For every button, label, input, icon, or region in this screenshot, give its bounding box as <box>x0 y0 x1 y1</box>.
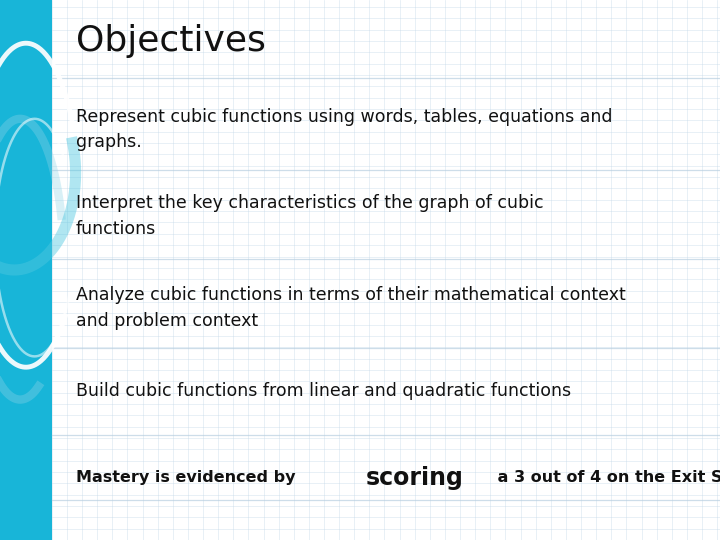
Text: a 3 out of 4 on the Exit Slip: a 3 out of 4 on the Exit Slip <box>492 470 720 485</box>
Text: Build cubic functions from linear and quadratic functions: Build cubic functions from linear and qu… <box>76 382 571 401</box>
Text: Analyze cubic functions in terms of their mathematical context
and problem conte: Analyze cubic functions in terms of thei… <box>76 286 626 329</box>
Text: Represent cubic functions using words, tables, equations and
graphs.: Represent cubic functions using words, t… <box>76 108 612 151</box>
Bar <box>0 0 52 540</box>
Text: Mastery is evidenced by: Mastery is evidenced by <box>76 470 301 485</box>
Text: Interpret the key characteristics of the graph of cubic
functions: Interpret the key characteristics of the… <box>76 194 543 238</box>
Text: scoring: scoring <box>366 466 464 490</box>
Text: Objectives: Objectives <box>76 24 266 57</box>
